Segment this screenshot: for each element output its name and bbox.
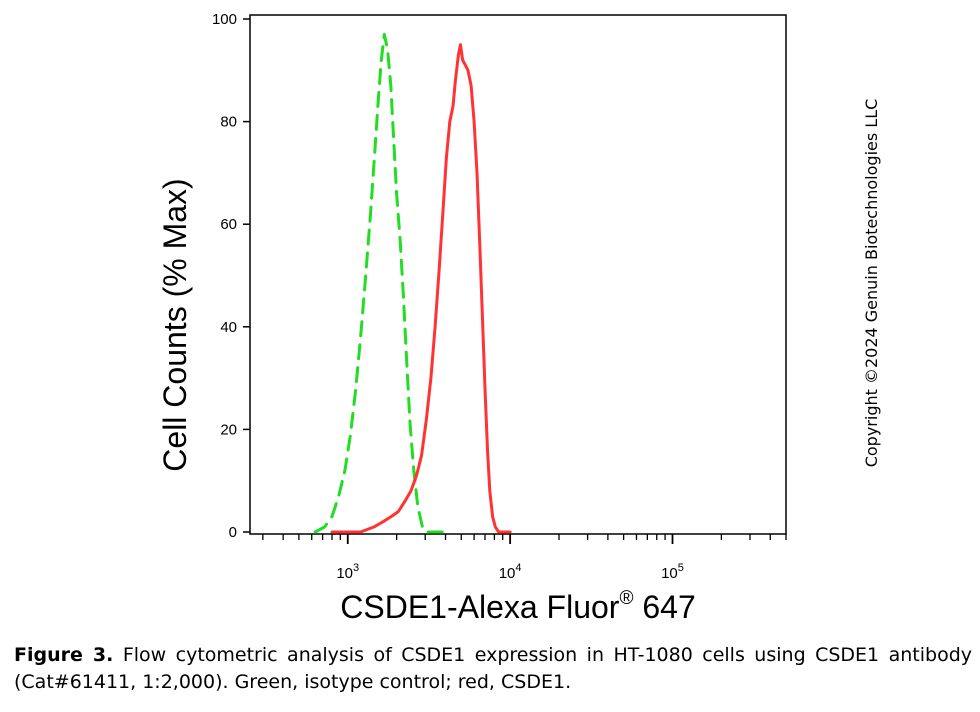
x-tick-label-base: 10	[336, 565, 353, 582]
y-tick-label: 100	[212, 11, 237, 28]
y-tick-label: 40	[220, 319, 237, 336]
x-axis-title-main: CSDE1-Alexa Fluor	[340, 589, 620, 625]
x-axis-title-superscript: ®	[619, 588, 633, 609]
x-axis-title: CSDE1-Alexa Fluor® 647	[340, 588, 695, 625]
x-tick-label-base: 10	[661, 565, 678, 582]
x-tick-label: 105	[661, 562, 684, 582]
x-tick-label-exponent: 4	[515, 562, 521, 574]
x-tick-label: 104	[499, 562, 522, 582]
y-tick-label: 0	[229, 524, 237, 541]
x-tick-label-exponent: 3	[353, 562, 359, 574]
x-tick-label-base: 10	[499, 565, 516, 582]
csde1-curve	[330, 43, 512, 534]
figure-caption: Figure 3. Flow cytometric analysis of CS…	[14, 642, 972, 696]
figure-label: Figure 3.	[14, 644, 114, 666]
x-axis-ticks: 103 104 105	[262, 534, 787, 582]
y-axis-title: Cell Counts (% Max)	[157, 178, 193, 471]
y-axis-ticks: 0 20 40 60 80 100	[212, 11, 250, 541]
copyright-notice: Copyright ©2024 Genuin Biotechnologies L…	[862, 99, 881, 468]
x-axis-title-suffix: 647	[633, 589, 695, 625]
x-tick-label-exponent: 5	[678, 562, 684, 574]
y-tick-label: 20	[220, 421, 237, 438]
figure-caption-text: Flow cytometric analysis of CSDE1 expres…	[14, 644, 973, 693]
x-tick-label: 103	[336, 562, 359, 582]
isotype-control-curve	[313, 32, 447, 534]
plot-frame	[249, 14, 787, 535]
histogram-series	[313, 32, 512, 534]
y-tick-label: 60	[220, 216, 237, 233]
y-tick-label: 80	[220, 114, 237, 131]
